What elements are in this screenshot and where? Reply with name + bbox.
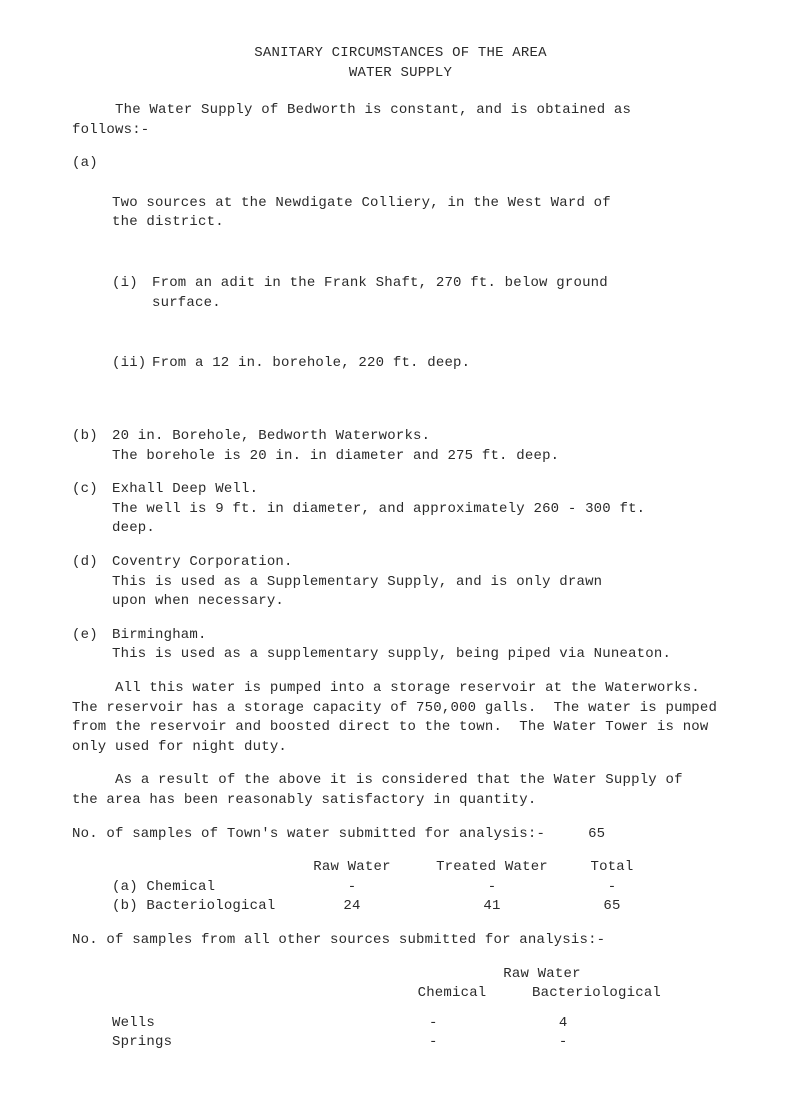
title-line-2: WATER SUPPLY: [72, 64, 729, 84]
table1-row0-treated: -: [412, 878, 572, 898]
table2-header-row: Chemical Bacteriological: [72, 984, 729, 1004]
table1-header-treated: Treated Water: [412, 858, 572, 878]
quality-paragraph: As a result of the above it is considere…: [72, 771, 729, 810]
table2-row-wells: Wells - 4: [72, 1014, 729, 1034]
item-a-sub-2-text: From a 12 in. borehole, 220 ft. deep.: [148, 354, 729, 374]
item-d-text: Coventry Corporation. This is used as a …: [112, 553, 729, 612]
table2-row0-label: Wells: [112, 1014, 358, 1034]
table1-header-total: Total: [572, 858, 652, 878]
table2-row-springs: Springs - -: [72, 1033, 729, 1053]
table1-row-chemical: (a) Chemical - - -: [72, 878, 729, 898]
item-a-sub-2: (ii) From a 12 in. borehole, 220 ft. dee…: [112, 354, 729, 374]
item-d-label: (d): [72, 553, 112, 612]
table-other-samples: Raw Water Chemical Bacteriological Wells…: [72, 965, 729, 1053]
table1-row1-label: (b) Bacteriological: [112, 897, 292, 917]
table2-header-blank: [72, 984, 372, 1004]
item-d: (d) Coventry Corporation. This is used a…: [72, 553, 729, 612]
table2-row1-chem: -: [358, 1033, 509, 1053]
table1-row0-label: (a) Chemical: [112, 878, 292, 898]
table1-row1-raw: 24: [292, 897, 412, 917]
item-a-sub-2-label: (ii): [112, 354, 148, 374]
title-line-1: SANITARY CIRCUMSTANCES OF THE AREA: [72, 44, 729, 64]
item-e-text: Birmingham. This is used as a supplement…: [112, 626, 729, 665]
item-e-label: (e): [72, 626, 112, 665]
table1-header-raw: Raw Water: [292, 858, 412, 878]
table2-header-top-blank: [72, 965, 372, 985]
item-b: (b) 20 in. Borehole, Bedworth Waterworks…: [72, 427, 729, 466]
table2-header-bact: Bacteriological: [532, 984, 712, 1004]
table2-row1-label: Springs: [112, 1033, 358, 1053]
table2-header-top: Raw Water: [372, 965, 712, 985]
table1-row0-total: -: [572, 878, 652, 898]
table2-row0-bact: 4: [509, 1014, 729, 1034]
item-a-body: Two sources at the Newdigate Colliery, i…: [112, 154, 729, 413]
document-page: SANITARY CIRCUMSTANCES OF THE AREA WATER…: [0, 0, 801, 1107]
table2-spacer: [72, 1004, 729, 1014]
item-c-label: (c): [72, 480, 112, 539]
item-a-sub-1-text: From an adit in the Frank Shaft, 270 ft.…: [148, 274, 729, 313]
item-a-lead: Two sources at the Newdigate Colliery, i…: [112, 194, 729, 233]
item-a-label: (a): [72, 154, 112, 413]
item-b-label: (b): [72, 427, 112, 466]
intro-paragraph: The Water Supply of Bedworth is constant…: [72, 101, 729, 140]
table1-row1-treated: 41: [412, 897, 572, 917]
table2-row1-bact: -: [509, 1033, 729, 1053]
table-town-samples: Raw Water Treated Water Total (a) Chemic…: [72, 858, 729, 917]
table1-header-row: Raw Water Treated Water Total: [72, 858, 729, 878]
table1-header-blank: [72, 858, 292, 878]
table1-row1-total: 65: [572, 897, 652, 917]
table1-row-bacteriological: (b) Bacteriological 24 41 65: [72, 897, 729, 917]
samples-other-line: No. of samples from all other sources su…: [72, 931, 729, 951]
item-c-text: Exhall Deep Well. The well is 9 ft. in d…: [112, 480, 729, 539]
table2-header-top-row: Raw Water: [72, 965, 729, 985]
samples-town-line: No. of samples of Town's water submitted…: [72, 825, 729, 845]
table2-row0-chem: -: [358, 1014, 509, 1034]
table2-header-chem: Chemical: [372, 984, 532, 1004]
reservoir-paragraph: All this water is pumped into a storage …: [72, 679, 729, 757]
table1-row0-raw: -: [292, 878, 412, 898]
page-title-block: SANITARY CIRCUMSTANCES OF THE AREA WATER…: [72, 44, 729, 83]
item-e: (e) Birmingham. This is used as a supple…: [72, 626, 729, 665]
item-b-text: 20 in. Borehole, Bedworth Waterworks. Th…: [112, 427, 729, 466]
item-a: (a) Two sources at the Newdigate Collier…: [72, 154, 729, 413]
item-a-sub-1: (i) From an adit in the Frank Shaft, 270…: [112, 274, 729, 313]
item-a-sub-1-label: (i): [112, 274, 148, 313]
item-c: (c) Exhall Deep Well. The well is 9 ft. …: [72, 480, 729, 539]
